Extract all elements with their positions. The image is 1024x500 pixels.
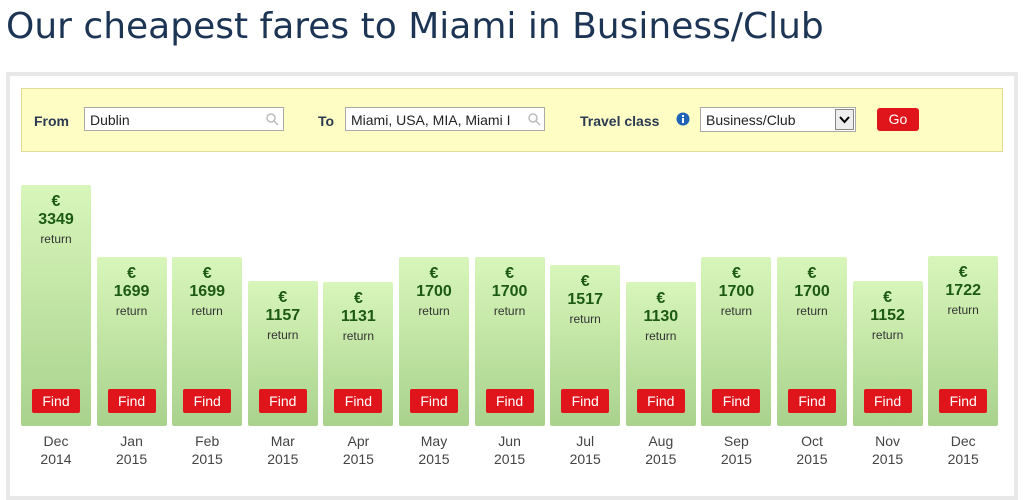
fare-price: 1152 — [870, 306, 905, 324]
find-button[interactable]: Find — [107, 389, 156, 413]
find-button[interactable]: Find — [939, 389, 988, 413]
month-label: Apr — [347, 433, 370, 449]
fare-note: return — [796, 304, 828, 319]
select-arrow — [835, 109, 854, 130]
year-label: 2015 — [947, 451, 979, 467]
month-label: Jul — [576, 433, 595, 449]
search-icon — [266, 113, 279, 126]
find-button[interactable]: Find — [636, 389, 685, 413]
fare-price: 1699 — [113, 283, 150, 301]
year-label: 2015 — [267, 451, 299, 467]
class-select[interactable]: Business/Club — [700, 107, 856, 132]
month-label: May — [420, 433, 448, 449]
fare-price: 1722 — [945, 282, 981, 300]
find-button[interactable]: Find — [712, 389, 761, 413]
currency: € — [580, 273, 590, 290]
year-label: 2014 — [40, 451, 72, 467]
currency: € — [429, 265, 439, 283]
fare-note: return — [342, 328, 375, 343]
currency: € — [656, 289, 666, 307]
fare-price: 1700 — [491, 283, 528, 301]
year-label: 2015 — [872, 451, 904, 467]
fare-note: return — [720, 304, 753, 319]
month-label: Jan — [120, 433, 143, 449]
search-icon — [528, 113, 541, 126]
find-button[interactable]: Find — [561, 389, 610, 413]
fare-price: 1700 — [718, 283, 755, 301]
year-label: 2015 — [191, 451, 223, 467]
find-button[interactable]: Find — [32, 389, 80, 413]
fare-price: 1131 — [341, 307, 376, 325]
go-button[interactable]: Go — [877, 108, 919, 131]
to-value: Miami, USA, MIA, Miami I — [351, 112, 511, 128]
from-input[interactable]: Dublin — [84, 107, 284, 131]
from-value: Dublin — [90, 112, 130, 128]
month-label: Aug — [648, 433, 674, 449]
find-button[interactable]: Find — [863, 389, 912, 413]
fare-price: 1699 — [189, 283, 225, 301]
year-label: 2015 — [569, 451, 601, 467]
year-label: 2015 — [418, 451, 450, 467]
month-label: Jun — [498, 433, 521, 449]
page: Our cheapest fares to Miami in Business/… — [6, 6, 1018, 500]
fare-price: 1130 — [643, 307, 679, 325]
month-label: Sep — [723, 433, 749, 449]
year-label: 2015 — [645, 451, 677, 467]
year-label: 2015 — [720, 451, 752, 467]
month-label: Dec — [43, 433, 69, 449]
fare-price: 1157 — [265, 306, 301, 324]
month-label: Dec — [950, 433, 976, 449]
find-button[interactable]: Find — [258, 389, 307, 413]
currency: € — [353, 289, 363, 307]
currency: € — [883, 288, 893, 306]
fare-note: return — [40, 232, 72, 247]
fare-note: return — [871, 327, 904, 342]
fare-price: 1700 — [794, 283, 830, 301]
currency: € — [958, 264, 968, 282]
page-title: Our cheapest fares to Miami in Business/… — [6, 6, 824, 47]
fare-price: 1517 — [567, 291, 603, 308]
search-form: From Dublin To Miami, USA, MIA, Miami I … — [21, 88, 1003, 152]
fare-bar — [21, 185, 91, 426]
find-button[interactable]: Find — [485, 389, 534, 413]
currency: € — [505, 265, 515, 283]
fare-note: return — [191, 304, 223, 319]
currency: € — [731, 265, 741, 283]
from-label: From — [34, 113, 69, 129]
month-label: Oct — [801, 433, 823, 449]
year-label: 2015 — [494, 451, 526, 467]
month-label: Mar — [270, 433, 295, 449]
fare-note: return — [267, 327, 299, 342]
fare-note: return — [569, 312, 601, 326]
fare-note: return — [115, 304, 148, 319]
currency: € — [807, 265, 817, 283]
find-button[interactable]: Find — [334, 389, 383, 413]
currency: € — [202, 265, 212, 283]
year-label: 2015 — [796, 451, 828, 467]
year-label: 2015 — [342, 451, 374, 467]
fare-price: 3349 — [38, 211, 74, 229]
currency: € — [278, 288, 288, 306]
month-label: Nov — [875, 433, 901, 449]
find-button[interactable]: Find — [410, 389, 458, 413]
info-icon[interactable] — [676, 112, 690, 126]
to-label: To — [318, 113, 335, 129]
year-label: 2015 — [116, 451, 148, 467]
currency: € — [127, 265, 137, 283]
month-label: Feb — [195, 433, 220, 449]
find-button[interactable]: Find — [183, 389, 232, 413]
to-input[interactable]: Miami, USA, MIA, Miami I — [345, 107, 545, 131]
fare-price: 1700 — [416, 283, 452, 301]
fare-note: return — [645, 328, 677, 343]
class-value: Business/Club — [706, 112, 796, 128]
fare-note: return — [418, 304, 450, 319]
fare-note: return — [493, 304, 526, 319]
class-label: Travel class — [580, 113, 660, 129]
find-button[interactable]: Find — [788, 389, 836, 413]
fare-note: return — [947, 303, 979, 318]
currency: € — [51, 193, 61, 211]
